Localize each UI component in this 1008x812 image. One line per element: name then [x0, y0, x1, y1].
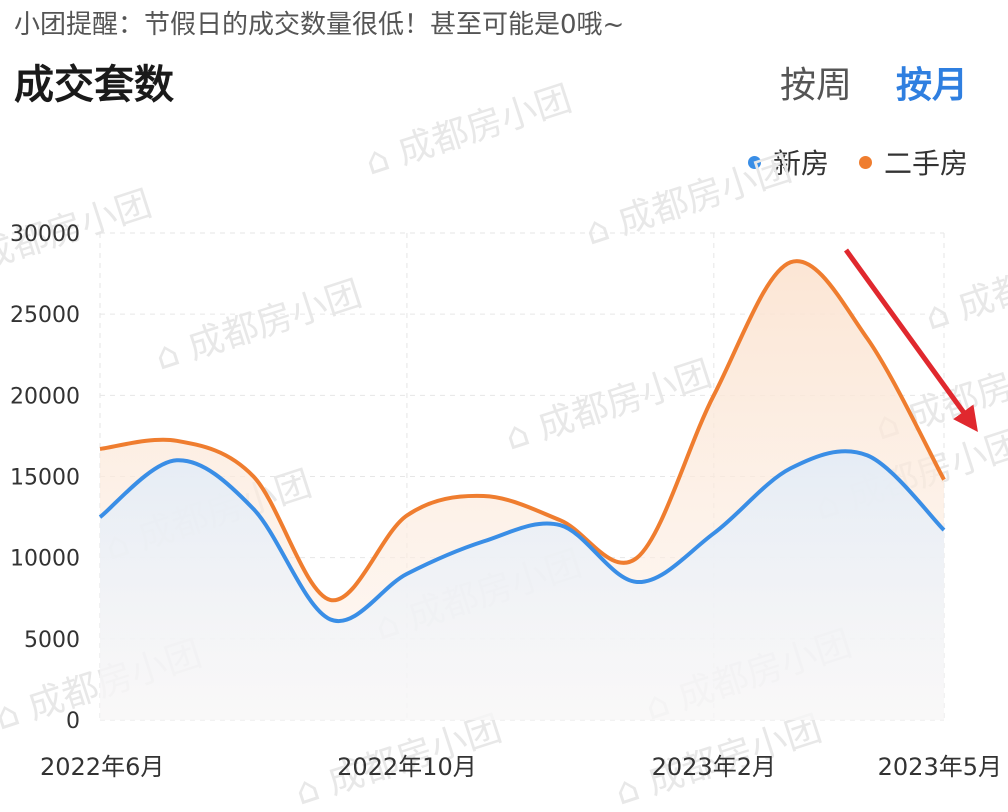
data-point-resale — [175, 439, 179, 443]
y-tick-label: 25000 — [10, 303, 80, 328]
data-point-new — [712, 531, 716, 535]
data-point-new — [175, 458, 179, 462]
x-tick-label: 2023年2月 — [652, 753, 776, 781]
chart-legend: 新房 二手房 — [747, 142, 968, 182]
legend-label-new-homes: 新房 — [772, 147, 829, 180]
data-point-resale — [98, 447, 102, 451]
watermark-text: ⌂ 成都房小团 — [920, 233, 1008, 338]
y-tick-label: 10000 — [10, 547, 80, 572]
tab-weekly[interactable]: 按周 — [779, 65, 852, 106]
data-point-resale — [328, 598, 332, 602]
data-point-resale — [251, 475, 255, 479]
tab-monthly[interactable]: 按月 — [895, 65, 968, 106]
x-tick-label: 2023年5月 — [878, 753, 1002, 781]
y-tick-label: 15000 — [10, 466, 80, 491]
data-point-new — [328, 617, 332, 621]
y-axis: 0 5000 10000 15000 20000 25000 30000 — [10, 222, 80, 734]
data-point-resale — [865, 337, 869, 341]
data-point-resale — [558, 518, 562, 522]
tip-text: 小团提醒：节假日的成交数量很低！甚至可能是0哦~ — [14, 10, 625, 40]
series-line-new — [98, 449, 946, 624]
data-point-resale — [482, 494, 486, 498]
x-tick-label: 2022年6月 — [40, 753, 164, 781]
trend-arrow — [843, 248, 978, 433]
y-tick-label: 20000 — [10, 384, 80, 409]
data-point-resale — [942, 478, 946, 482]
data-point-new — [405, 572, 409, 576]
watermark-text: ⌂ 成都房小团 — [580, 148, 796, 253]
data-point-resale — [712, 393, 716, 397]
data-point-new — [251, 507, 255, 511]
y-tick-label: 30000 — [10, 222, 80, 247]
x-tick-label: 2022年10月 — [337, 753, 477, 781]
watermark-text: ⌂ 成都房小团 — [150, 273, 366, 378]
series-layer — [98, 259, 946, 720]
legend-item-resale-homes[interactable]: 二手房 — [858, 142, 968, 182]
chart-title: 成交套数 — [14, 62, 174, 108]
series-area-new — [100, 451, 944, 720]
y-tick-label: 5000 — [24, 628, 80, 653]
period-tabs: 按周 按月 — [780, 56, 968, 108]
data-point-new — [865, 453, 869, 457]
legend-dot-new-homes — [747, 155, 761, 169]
data-point-new — [558, 523, 562, 527]
data-point-new — [789, 466, 793, 470]
data-point-resale — [635, 556, 639, 560]
data-point-resale — [405, 513, 409, 517]
watermark-text: ⌂ 成都房小团 — [360, 78, 576, 183]
data-point-resale — [789, 260, 793, 264]
data-point-new — [98, 515, 102, 519]
legend-dot-resale-homes — [858, 155, 872, 169]
data-point-new — [942, 528, 946, 532]
series-line-resale — [99, 259, 946, 602]
legend-item-new-homes[interactable]: 新房 — [747, 142, 829, 182]
watermark-text: ⌂ 成都房小团 — [500, 353, 716, 458]
x-axis: 2022年6月 2022年10月 2023年2月 2023年5月 — [40, 753, 1002, 781]
y-tick-label: 0 — [66, 709, 80, 734]
legend-label-resale-homes: 二手房 — [883, 147, 968, 180]
data-point-new — [635, 580, 639, 584]
data-point-new — [482, 539, 486, 543]
